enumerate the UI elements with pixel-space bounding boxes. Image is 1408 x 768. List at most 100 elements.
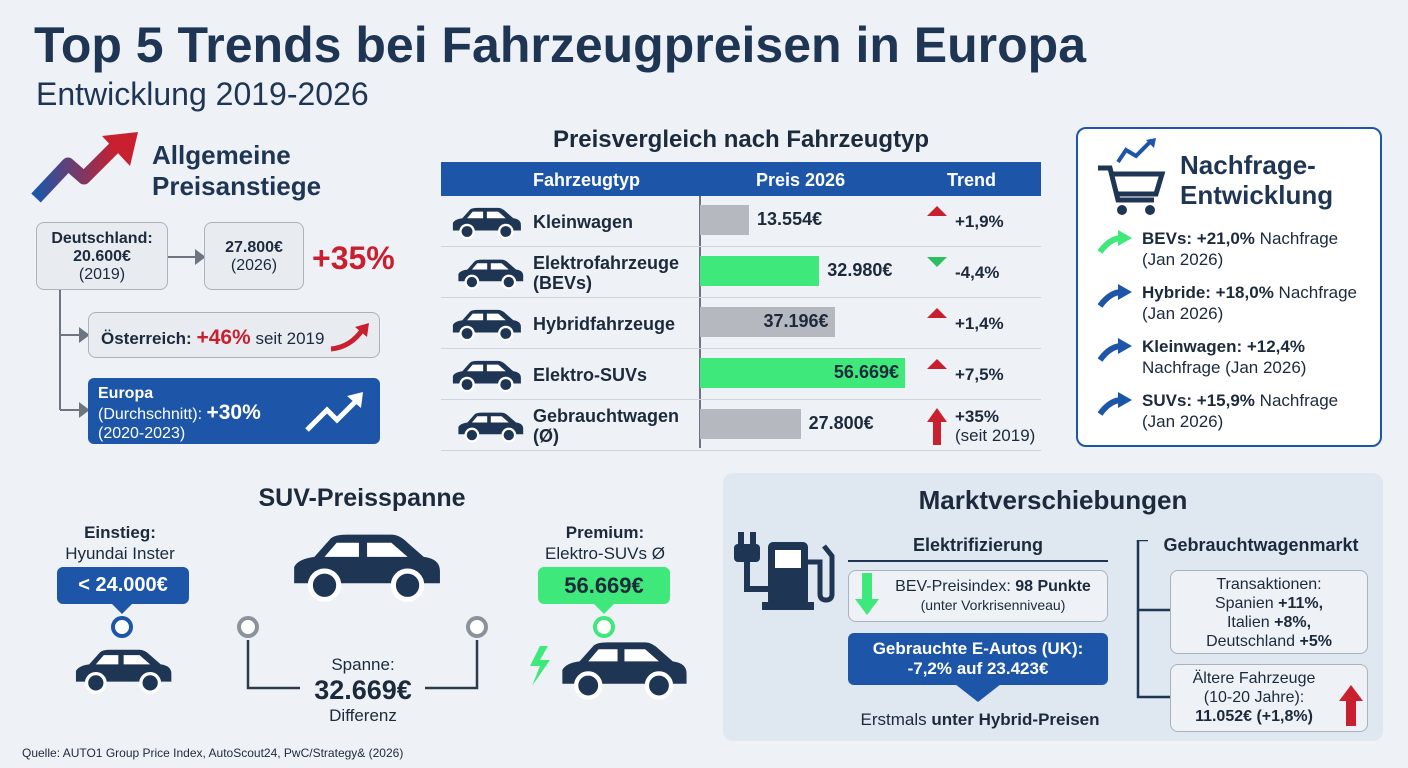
value: -7,2% auf 23.423€ [907,659,1049,678]
vehicle-type: Kleinwagen [533,196,633,247]
pointer [955,684,1001,702]
column-header: Trend [947,170,997,190]
transaction: Deutschland +5% [1171,632,1367,651]
model: Hyundai Inster [65,544,175,563]
demand-panel [1076,127,1382,447]
vehicle-type: Elektro-SUVs [533,349,647,400]
price-label: 27.800€ [808,413,874,433]
section-title: Allgemeine Preisanstiege [152,140,321,202]
price-label: 37.196€ [763,311,829,331]
vehicle-icon [451,359,523,393]
country: Italien [1226,614,1270,631]
demand-text: Nachfrage (Jan 2026) [1142,229,1339,269]
title: Top 5 Trends bei Fahrzeugpreisen in Euro… [34,17,1087,73]
table-row: Kleinwagen 13.554€ +1,9% [441,196,1041,247]
trend-icon [927,308,947,318]
column-header: Preis 2026 [756,170,846,190]
demand-arrow [1098,338,1132,362]
value: 20.600€ [73,248,131,265]
label: (10-20 Jahre): [1203,689,1305,706]
since: seit 2019 [255,329,325,348]
year: (2019) [78,266,126,283]
charging-icon [734,532,835,610]
type-line: Kleinwagen [533,211,634,232]
demand-arrow [1098,284,1132,308]
table-row: Elektro-SUVs 56.669€ +7,5% [441,349,1041,400]
value: 27.800€ [225,239,283,256]
used-ev-box: Gebrauchte E-Autos (UK): -7,2% auf 23.423… [848,633,1108,685]
vehicle-type: Elektrofahrzeuge (BEVs) [533,247,679,298]
trend-value: -4,4% [955,263,1000,282]
trend-icon [927,206,947,216]
trend-icon [927,408,947,445]
type-line: (BEVs) [533,272,593,293]
premium-info: Premium: Elektro-SUVs Ø [520,522,690,564]
vehicle-icon [451,206,523,240]
transactions-box: Transaktionen: Spanien +11%, Italien +8%, D… [1170,570,1368,654]
bracket [1136,540,1170,699]
older-box: Ältere Fahrzeuge (10-20 Jahre): 11.052€ (+… [1170,664,1368,732]
price-bar [700,409,801,439]
value: +30% [206,401,261,424]
price-label: 32.980€ [827,260,893,280]
label: Premium: [565,523,645,542]
value: +11%, [1278,595,1324,612]
trend: +1,4% [955,298,1004,349]
trend-icon [927,257,947,267]
transactions: Spanien +11%, Italien +8%, Deutschland +5% [1171,594,1367,651]
demand-value: Kleinwagen: +12,4% [1142,337,1305,356]
table-title: Preisvergleich nach Fahrzeugtyp [552,126,930,153]
entry-price: < 24.000€ [57,567,189,604]
trend-value: +35% [955,406,999,426]
bev-index-box: BEV-Preisindex: 98 Punkte (unter Vorkrise… [848,570,1108,622]
label: Österreich: [101,329,192,348]
value: 11.052€ (+1,8%) [1195,708,1313,725]
type-line: (Ø) [533,425,559,446]
subsection-title: Elektrifizierung [848,535,1108,562]
title-line: Nachfrage- [1180,150,1316,180]
arrow-icon [330,323,369,352]
type-line: Elektrofahrzeuge [533,252,680,273]
value: 32.669€ [314,675,412,705]
period: (2020-2023) [98,425,186,442]
type-line: Gebrauchtwagen [533,405,680,426]
suv-title: SUV-Preisspanne [258,484,466,512]
year: (2026) [230,257,278,274]
price-label: 56.669€ [833,362,899,382]
connectors [59,249,206,418]
value: +46% [196,326,251,349]
country: Deutschland [1206,633,1296,650]
demand-arrow [1098,392,1132,416]
price-bar [700,256,820,286]
column-header: Fahrzeugtyp [533,170,641,190]
table-header: Fahrzeugtyp Preis 2026 Trend [441,162,1041,196]
type-line: Elektro-SUVs [533,364,648,385]
value: +8%, [1274,614,1312,631]
europe-box: Europa (Durchschnitt): +30% (2020-2023) [88,378,380,444]
label: Ältere Fahrzeuge [1192,670,1316,687]
trend-icon [927,359,947,369]
title-line: Preisanstiege [152,171,322,201]
premium-price: 56.669€ [538,567,670,604]
price-label: 13.554€ [757,209,823,229]
country: Spanien [1214,595,1274,612]
demand-value: Hybride: +18,0% [1142,283,1274,302]
demand-value: BEVs: +21,0% [1142,229,1255,248]
demand-arrow [1098,230,1132,254]
demand-item: BEVs: +21,0% Nachfrage (Jan 2026) [1142,228,1362,270]
demand-item: Kleinwagen: +12,4% Nachfrage (Jan 2026) [1142,336,1362,378]
trend: -4,4% [955,247,999,298]
germany-box: Deutschland: 20.600€ (2019) [36,222,168,290]
value: +5% [1299,633,1332,650]
austria-box: Österreich: +46% seit 2019 [88,312,380,358]
label: (Durchschnitt): [98,406,203,423]
source: Quelle: AUTO1 Group Price Index, AutoSco… [22,746,404,760]
value: 98 Punkte [1015,578,1091,595]
trend-value: +1,4% [955,314,1004,333]
up-arrow [1339,685,1363,726]
text: Erstmals [860,710,927,729]
label: Europa [98,385,154,402]
span-info: Spanne: 32.669€ Differenz [283,655,443,726]
trend-note: (seit 2019) [955,425,1036,445]
